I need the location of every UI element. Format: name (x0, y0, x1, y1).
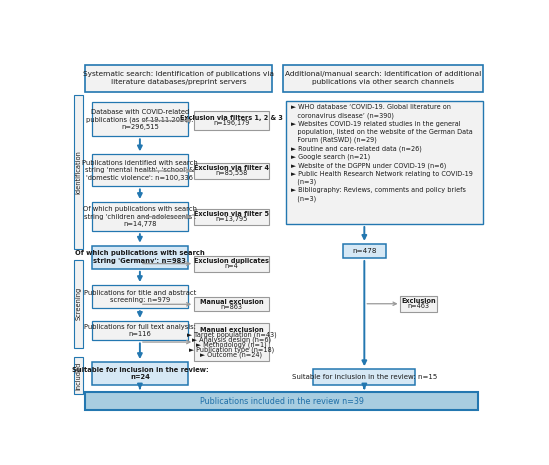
Text: n=13,795: n=13,795 (215, 216, 248, 222)
Text: n=196,179: n=196,179 (213, 120, 250, 126)
FancyBboxPatch shape (85, 65, 272, 92)
FancyBboxPatch shape (313, 369, 416, 385)
Text: Publications included in the review n=39: Publications included in the review n=39 (200, 397, 363, 406)
FancyBboxPatch shape (92, 154, 188, 186)
Text: ► Target population (n=43): ► Target population (n=43) (187, 332, 276, 338)
Text: Publications identified with search
string 'mental health', 'school' &
'domestic: Publications identified with search stri… (82, 160, 198, 181)
FancyBboxPatch shape (92, 285, 188, 308)
Text: Database with COVID-related
publications (as of 19.11.2021):
n=296,515: Database with COVID-related publications… (86, 109, 194, 130)
Text: ► Outcome (n=24): ► Outcome (n=24) (200, 351, 262, 358)
Text: Included: Included (75, 361, 81, 390)
Text: n=463: n=463 (407, 303, 429, 309)
FancyBboxPatch shape (92, 321, 188, 340)
Text: Of which publications with search
string 'children and adolescents':
n=14,778: Of which publications with search string… (83, 206, 197, 227)
Text: n=863: n=863 (220, 304, 242, 310)
FancyBboxPatch shape (92, 246, 188, 269)
Text: Publications for title and abstract
screening: n=979: Publications for title and abstract scre… (84, 290, 196, 303)
Text: ► WHO database ‘COVID-19. Global literature on
   coronavirus disease’ (n=390)
►: ► WHO database ‘COVID-19. Global literat… (291, 104, 473, 202)
FancyBboxPatch shape (343, 244, 385, 258)
FancyBboxPatch shape (283, 65, 484, 92)
Text: Manual exclusion: Manual exclusion (199, 327, 263, 333)
FancyBboxPatch shape (92, 202, 188, 231)
Text: Exclusion: Exclusion (401, 299, 436, 304)
FancyBboxPatch shape (92, 362, 188, 385)
Text: n=4: n=4 (225, 263, 238, 269)
Text: n=478: n=478 (352, 248, 377, 254)
FancyBboxPatch shape (74, 260, 83, 348)
Text: Of which publications with search
string 'Germany': n=983: Of which publications with search string… (75, 251, 205, 264)
FancyBboxPatch shape (194, 163, 268, 179)
Text: Publications for full text analysis:
n=116: Publications for full text analysis: n=1… (84, 324, 196, 337)
Text: Exclusion via filter 5: Exclusion via filter 5 (194, 211, 269, 217)
Text: ► Publication type (n=18): ► Publication type (n=18) (189, 346, 274, 352)
Text: Screening: Screening (75, 287, 81, 320)
FancyBboxPatch shape (194, 256, 268, 272)
FancyBboxPatch shape (92, 102, 188, 136)
FancyBboxPatch shape (285, 100, 484, 224)
Text: Additional/manual search: Identification of additional
publications via other se: Additional/manual search: Identification… (285, 72, 481, 85)
Text: Suitable for inclusion in the review: n=15: Suitable for inclusion in the review: n=… (292, 374, 437, 380)
Text: Identification: Identification (75, 150, 81, 194)
FancyBboxPatch shape (401, 296, 436, 312)
FancyBboxPatch shape (74, 95, 83, 249)
FancyBboxPatch shape (74, 357, 83, 394)
Text: Exclusion duplicates: Exclusion duplicates (194, 258, 269, 264)
Text: Exclusion via filter 4: Exclusion via filter 4 (194, 166, 269, 172)
Text: n=85,558: n=85,558 (215, 170, 248, 176)
FancyBboxPatch shape (194, 111, 268, 130)
Text: ► Analysis design (n=6): ► Analysis design (n=6) (192, 336, 271, 343)
Text: ► Methodology (n=1): ► Methodology (n=1) (196, 341, 267, 348)
FancyBboxPatch shape (85, 392, 478, 410)
FancyBboxPatch shape (194, 209, 268, 225)
FancyBboxPatch shape (194, 298, 268, 311)
FancyBboxPatch shape (194, 323, 268, 361)
Text: Systematic search: Identification of publications via
literature databases/prepr: Systematic search: Identification of pub… (83, 72, 274, 85)
Text: Suitable for inclusion in the review:
n=24: Suitable for inclusion in the review: n=… (71, 367, 208, 380)
Text: Exclusion via filters 1, 2 & 3: Exclusion via filters 1, 2 & 3 (180, 115, 283, 121)
Text: Manual exclusion: Manual exclusion (199, 299, 263, 305)
